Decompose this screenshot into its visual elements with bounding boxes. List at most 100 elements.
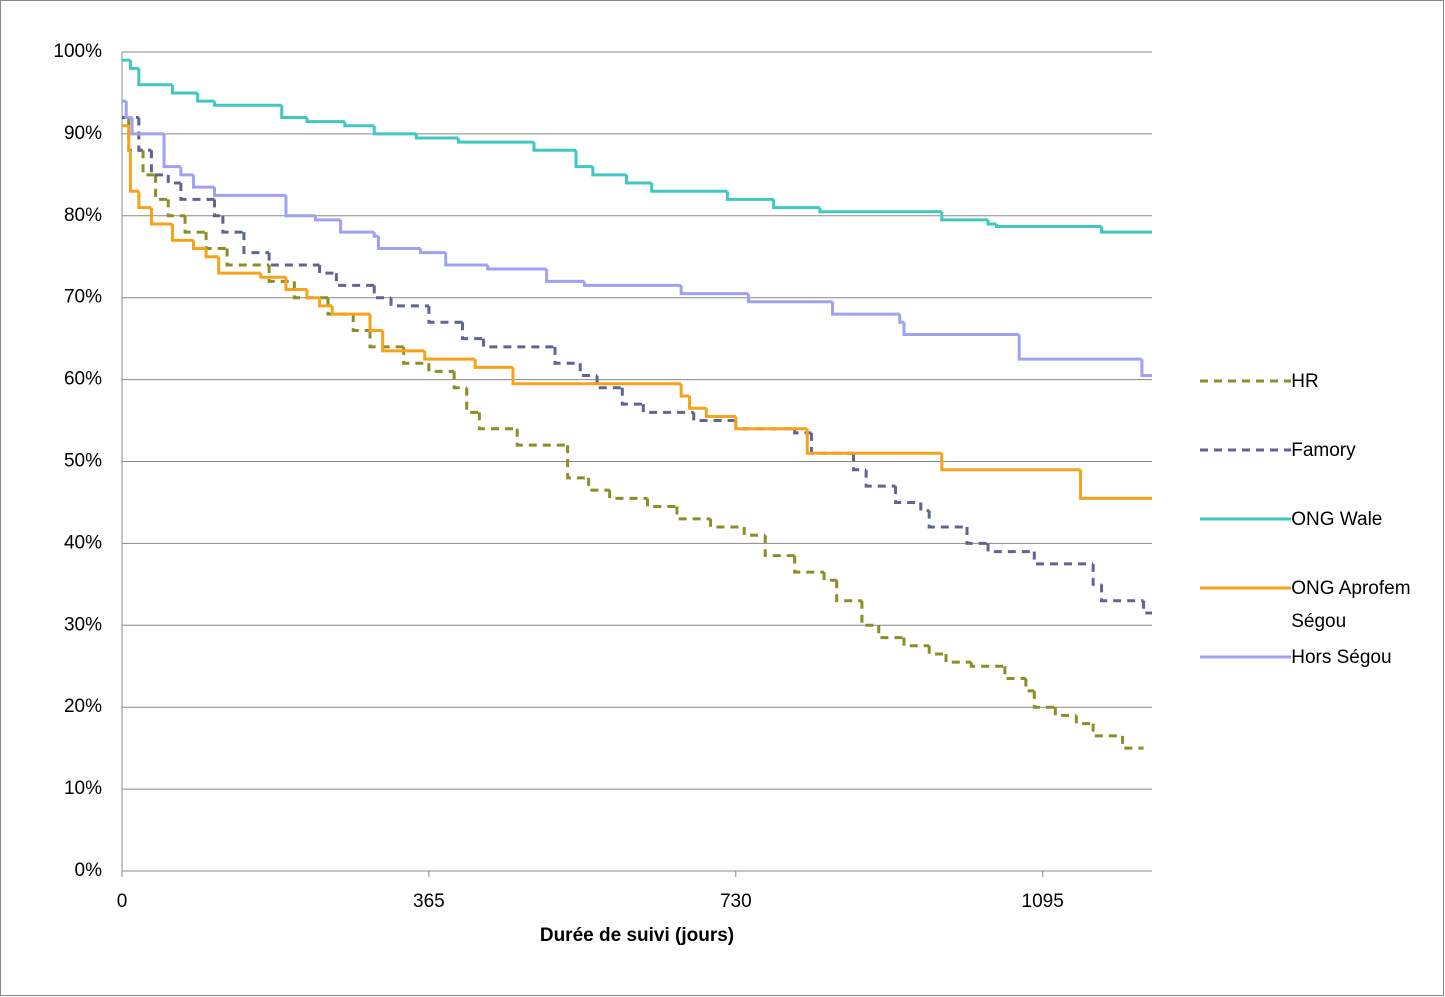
step: [553, 346, 581, 365]
step: [852, 453, 867, 472]
y-tick-label: 90%: [64, 123, 102, 144]
legend-entry: ONG Wale: [1200, 509, 1440, 536]
step: [427, 305, 463, 324]
step: [1032, 690, 1056, 709]
step: [267, 252, 320, 267]
step: [1100, 584, 1144, 603]
step: [482, 338, 556, 349]
step: [423, 350, 476, 361]
step: [154, 174, 169, 201]
x-tick-label: 1095: [1022, 891, 1064, 912]
y-tick-label: 80%: [64, 205, 102, 226]
step: [166, 199, 186, 218]
step: [149, 150, 169, 177]
step: [351, 314, 371, 332]
step: [242, 232, 270, 255]
step: [734, 416, 808, 431]
step: [305, 289, 320, 300]
step: [818, 207, 942, 214]
step: [860, 600, 879, 627]
step: [986, 219, 997, 226]
step: [128, 150, 139, 193]
step: [1032, 551, 1094, 566]
step: [864, 469, 896, 488]
step: [280, 105, 307, 120]
step: [965, 527, 989, 545]
series-line: [122, 116, 1144, 750]
step: [225, 248, 270, 267]
step: [343, 121, 375, 128]
step: [805, 428, 942, 455]
step: [217, 256, 261, 275]
step: [461, 322, 484, 341]
step: [515, 428, 568, 447]
step: [330, 305, 371, 316]
step: [196, 92, 215, 103]
step: [830, 301, 900, 316]
legend-label: ONG Aprofem Ségou: [1291, 578, 1411, 632]
x-axis-label: Durée de suivi (jours): [540, 925, 734, 946]
step: [313, 215, 341, 222]
step: [545, 269, 585, 283]
step: [919, 502, 930, 513]
legend-label: Famory: [1291, 440, 1356, 461]
step: [1142, 600, 1152, 615]
step: [259, 273, 286, 279]
step: [1003, 666, 1026, 681]
step: [137, 68, 173, 87]
series-line: [122, 58, 1152, 234]
step: [894, 486, 921, 504]
step: [902, 322, 1020, 337]
step: [305, 117, 345, 124]
step: [179, 183, 215, 201]
legend-swatch: [1200, 448, 1292, 452]
step: [137, 117, 152, 152]
y-tick-label: 50%: [64, 451, 102, 472]
step: [204, 248, 219, 259]
step: [1091, 723, 1123, 738]
step: [372, 125, 417, 136]
step: [608, 490, 648, 500]
step: [124, 101, 133, 120]
step: [389, 297, 429, 308]
step: [1140, 359, 1152, 378]
y-tick-label: 30%: [64, 614, 102, 635]
step: [414, 133, 459, 140]
step: [137, 191, 152, 210]
step: [191, 240, 207, 251]
step: [130, 117, 165, 136]
step: [650, 183, 728, 193]
step: [646, 498, 677, 509]
legend-label: ONG Wale: [1291, 509, 1383, 530]
y-tick-label: 10%: [64, 778, 102, 799]
step: [212, 199, 223, 218]
legend-swatch: [1200, 586, 1292, 590]
step: [1053, 707, 1077, 717]
step: [191, 174, 215, 189]
step: [318, 264, 337, 275]
step: [127, 125, 131, 152]
step: [452, 371, 467, 390]
step: [793, 555, 825, 574]
step: [149, 207, 173, 226]
step: [511, 367, 682, 386]
series-line: [122, 99, 1152, 378]
step: [704, 408, 736, 418]
step: [179, 166, 194, 177]
legend-entry: Famory: [1200, 440, 1440, 467]
step: [595, 375, 623, 390]
step: [902, 637, 930, 648]
step: [465, 387, 480, 414]
step: [986, 543, 1035, 554]
step: [318, 297, 333, 308]
step: [221, 215, 244, 234]
step: [940, 211, 989, 222]
step: [477, 412, 518, 431]
step: [587, 477, 610, 492]
step: [284, 195, 316, 218]
step: [742, 527, 766, 537]
step: [162, 133, 181, 169]
legend-swatch: [1200, 655, 1292, 659]
